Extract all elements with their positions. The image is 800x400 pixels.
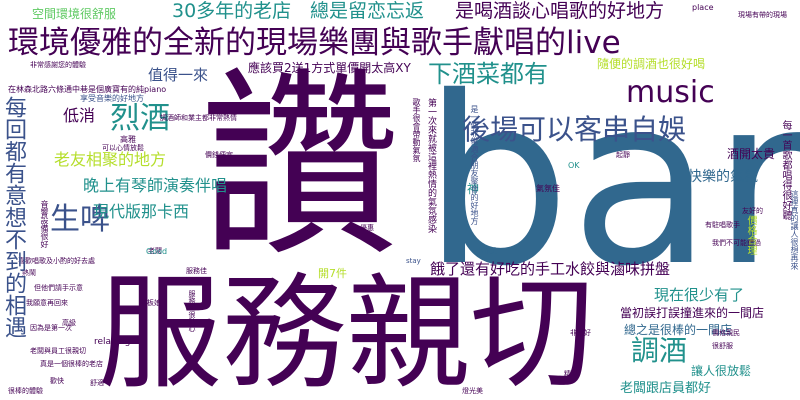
word-dangchu: 當初誤打誤撞進來的一間店: [620, 306, 765, 320]
word-music: music: [626, 75, 715, 110]
word-xianzai: 現在很少有了: [654, 286, 745, 304]
word-30-years: 30多年的老店: [172, 0, 292, 22]
word-zhenshi: 真是一個很棒的老店: [40, 360, 103, 368]
word-houchang: 後場可以客串自娛: [462, 113, 687, 146]
word-stay: stay: [406, 257, 421, 265]
word-youhao: 友好的: [742, 207, 763, 215]
word-xiajiucai: 下酒菜都有: [428, 60, 548, 88]
word-right-vertical-1: 每一首歌都唱得很好聽: [780, 120, 791, 220]
word-qifenjia: 氣氛佳: [536, 184, 560, 193]
word-xihuan: 喜歡唱歌及小酌的好去處: [18, 257, 95, 265]
word-kai-7: 開7件: [318, 267, 347, 280]
word-taipo: 熱鬧: [22, 269, 36, 277]
word-xiao-erlai: 小而美: [476, 247, 497, 255]
word-suibian: 隨便的調酒也很好喝: [597, 57, 706, 71]
word-yinwei: 因為是第一次: [30, 324, 72, 332]
word-zongshi: 總是留恋忘返: [310, 0, 425, 22]
word-henbang-tiyan: 很棒的體驗: [8, 387, 43, 395]
word-jiage-pianyi: 價錢便宜: [205, 151, 233, 159]
word-laoban-small: 老闆: [148, 247, 162, 255]
word-ok: OK: [568, 161, 580, 170]
word-kexiang: 享受音樂的好地方: [80, 94, 144, 103]
word-kuaile: 快樂的氣氛: [688, 169, 758, 185]
word-laobanniang: 老板娘: [140, 299, 161, 307]
word-good: Good: [146, 247, 168, 256]
word-shi-hejiu: 是喝酒談心唱歌的好地方: [455, 0, 665, 22]
word-feichang-ganxie: 非常感謝您的體驗: [30, 61, 86, 69]
word-kongjian: 空間環境很舒服: [32, 7, 117, 21]
word-feichang-hao: 非常好: [570, 329, 591, 337]
word-meihui-vertical: 每回都有意想不到的相遇: [1, 96, 26, 338]
word-jiage-meili: 價格親民: [712, 329, 740, 337]
word-shufu: 舒適: [90, 379, 104, 387]
word-laoban-jiaren: 老闆與員工很親切: [30, 347, 86, 355]
word-rang-ren: 讓人很放鬆: [691, 364, 752, 378]
word-liejiu: 烈酒: [110, 101, 170, 136]
word-zongzhi: 總之是很棒的一間店: [624, 323, 733, 337]
word-keyi-xinqing: 可以心情放鬆: [102, 144, 144, 152]
word-dixiao: 低消: [63, 106, 96, 125]
word-relaxing: relaxing: [94, 337, 131, 347]
word-laoban-dianyuan: 老闆跟店員都好: [620, 381, 712, 396]
word-jiukai: 酒開太貴: [727, 147, 776, 161]
word-right-vertical-2: 這裡真的讓人很想再來: [790, 190, 799, 270]
word-left-vertical-small: 音響設備很好: [40, 200, 49, 248]
word-youhui: 優惠: [360, 224, 374, 232]
word-mid-vertical-1: 第一次來就被這裡熱情的氣氛感染: [426, 98, 436, 233]
word-fuwu-qinqie: 服務親切: [98, 262, 595, 400]
word-zhide-yilai: 值得一來: [148, 66, 209, 84]
word-e-le: 餓了還有好吃的手工水餃與滷味拼盤: [430, 260, 671, 278]
word-women: 我們不可能錯過: [712, 239, 761, 247]
word-youxie: 有駐唱歌手: [705, 221, 740, 229]
word-bar: bar: [423, 47, 800, 317]
word-xingye: 在林森北路六條通中巷是個廣寶有的純piano: [8, 85, 167, 94]
word-right-vertical-small: 價格合理: [745, 215, 756, 255]
word-tiaojiu-shi: 調酒師和業主都非常熱情: [160, 114, 237, 122]
word-jingcai: 精彩: [564, 370, 578, 378]
word-yinggai: 應該買2送1方式單價開太高XY: [248, 61, 411, 75]
word-xiandai: 現代版那卡西: [93, 202, 190, 221]
word-qijing: 起靜: [616, 151, 630, 159]
word-lao-you: 老友相聚的地方: [54, 150, 167, 169]
word-gaoji: 高級: [62, 319, 76, 327]
word-zan: 讚: [200, 51, 401, 284]
word-left-vertical-mini: 服務生很貼心: [188, 290, 196, 332]
word-tiaojiu: 調酒: [631, 334, 688, 367]
word-huankuai: 歡快: [50, 377, 64, 385]
word-place: place: [692, 3, 714, 12]
word-shengpi: 生啤: [50, 202, 110, 237]
word-wanshang: 晚上有琴師演奏伴唱: [83, 176, 228, 195]
word-shen: 神: [467, 182, 480, 196]
word-huanjing-youya: 環境優雅的全新的現場樂團與歌手獻唱的live: [8, 25, 621, 61]
word-mid-vertical-3: 歌手很會帶動氣氛: [412, 98, 421, 162]
word-gaoya: 高雅: [120, 135, 136, 144]
word-wo-yuan: 我願意再回來: [26, 299, 68, 307]
word-dan-tamen: 但他們請手示意: [34, 284, 83, 292]
word-xianchang-re: 現場有帶的現場: [738, 11, 787, 19]
word-henshufu: 很舒服: [712, 342, 733, 350]
word-fuwujia: 服務佳: [186, 267, 207, 275]
word-yanguang: 燈光美: [462, 387, 483, 395]
word-mid-vertical-2: 是一個非常適合朋友聚會的好地方: [470, 105, 479, 225]
